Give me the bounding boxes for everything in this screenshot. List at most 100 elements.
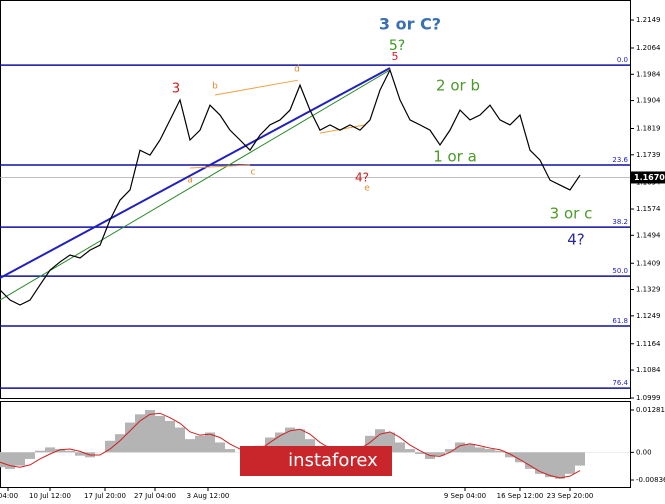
price-line [0, 68, 581, 306]
y-tick-label: 1.1819 [636, 125, 661, 133]
last-price-box [631, 171, 665, 184]
trendline [0, 67, 391, 279]
annotation: 1 or a [433, 148, 477, 166]
logo-box [240, 446, 392, 476]
osc-bar [135, 414, 145, 453]
osc-bar [45, 447, 55, 453]
osc-bar [455, 442, 465, 453]
osc-bar [195, 435, 205, 453]
osc-bar [535, 452, 545, 474]
fib-label: 61.8 [612, 317, 628, 325]
osc-bar [15, 452, 25, 466]
osc-bar [485, 449, 495, 453]
annotation: 3 [172, 82, 180, 97]
y-tick-label: 1.1904 [636, 97, 661, 105]
osc-bar [5, 452, 15, 469]
osc-bar [205, 432, 215, 453]
osc-bar [365, 435, 375, 453]
annotation: 5? [389, 38, 405, 54]
osc-bar [575, 452, 585, 466]
plot-layer: 1.2149 1.2064 1.1984 1.1904 1.1819 1.1739 1.16… [0, 15, 665, 500]
osc-bar [565, 452, 575, 474]
y-tick-label: 1.1494 [636, 231, 661, 239]
x-tick-label: 27 Jul 04:00 [134, 492, 176, 500]
annotation: 3 or C? [379, 15, 441, 34]
osc-bar [215, 442, 225, 453]
osc-bar [125, 422, 135, 453]
osc-bar [25, 452, 35, 459]
osc-bar [175, 427, 185, 453]
osc-bar [105, 440, 115, 453]
y-tick-label: 1.1084 [636, 366, 661, 374]
trendline [0, 69, 391, 301]
y-tick-label: 0.00 [636, 448, 652, 456]
y-tick-label: 1.1409 [636, 259, 661, 267]
osc-bar [545, 452, 555, 478]
y-tick-label: -0.00836 [636, 476, 665, 484]
osc-bar [305, 439, 315, 453]
osc-bar [0, 452, 5, 468]
y-tick-label: 0.01281 [636, 406, 665, 414]
main-frame [0, 0, 631, 399]
osc-bar [385, 432, 395, 453]
osc-bar [55, 449, 65, 453]
y-tick-label: 1.1249 [636, 312, 661, 320]
annotation: b [212, 82, 218, 92]
osc-bar [495, 450, 505, 453]
annotation: c [251, 168, 256, 178]
last-price-label: 1.1670 [634, 173, 665, 182]
osc-bar [155, 415, 165, 453]
osc-bar [395, 442, 405, 453]
osc-bar [65, 450, 75, 453]
osc-bar [525, 452, 535, 469]
logo: instaforex [288, 450, 378, 471]
fib-label: 50.0 [612, 267, 628, 275]
x-tick-label: 04:00 [0, 492, 18, 500]
fib-label: 23.6 [612, 156, 628, 164]
osc-bar [415, 452, 425, 455]
osc-bar [165, 420, 175, 453]
x-tick-label: 9 Sep 04:00 [444, 492, 486, 500]
osc-bar [465, 444, 475, 453]
osc-bar [445, 449, 455, 453]
fib-label: 0.0 [617, 56, 628, 64]
annotation: e [364, 184, 370, 194]
y-tick-label: 1.2064 [636, 44, 661, 52]
trendline [189, 164, 251, 169]
osc-bar [275, 432, 285, 453]
fib-label: 76.4 [612, 379, 628, 387]
osc-bar [285, 427, 295, 453]
osc-frame [0, 401, 631, 488]
fib-label: 38.2 [612, 218, 628, 226]
osc-bar [405, 449, 415, 453]
y-tick-label: 1.1329 [636, 286, 661, 294]
trendline [214, 79, 299, 96]
y-tick-label: 1.1164 [636, 340, 661, 348]
x-tick-label: 10 Jul 12:00 [29, 492, 71, 500]
annotation: d [294, 65, 300, 75]
osc-bar [295, 429, 305, 453]
x-tick-label: 17 Jul 20:00 [84, 492, 126, 500]
annotation: 4? [355, 171, 369, 185]
osc-bar [145, 410, 155, 453]
osc-bar [225, 449, 235, 453]
annotation: 2 or b [436, 77, 480, 95]
osc-bar [375, 429, 385, 453]
annotation: 5 [392, 50, 399, 63]
osc-bar [435, 452, 445, 456]
annotation: 3 or c [550, 205, 593, 223]
y-tick-label: 1.2149 [636, 16, 661, 24]
x-tick-label: 16 Sep 12:00 [497, 492, 544, 500]
osc-bar [515, 452, 525, 463]
osc-bar [475, 447, 485, 453]
annotation: a [187, 176, 193, 186]
osc-bar [185, 439, 195, 453]
y-tick-label: 1.1739 [636, 151, 661, 159]
x-tick-label: 3 Aug 12:00 [187, 492, 230, 500]
y-tick-label: 1.1574 [636, 205, 661, 213]
osc-bar [35, 450, 45, 453]
y-tick-label: 1.1984 [636, 70, 661, 78]
annotation: 4? [567, 231, 585, 249]
